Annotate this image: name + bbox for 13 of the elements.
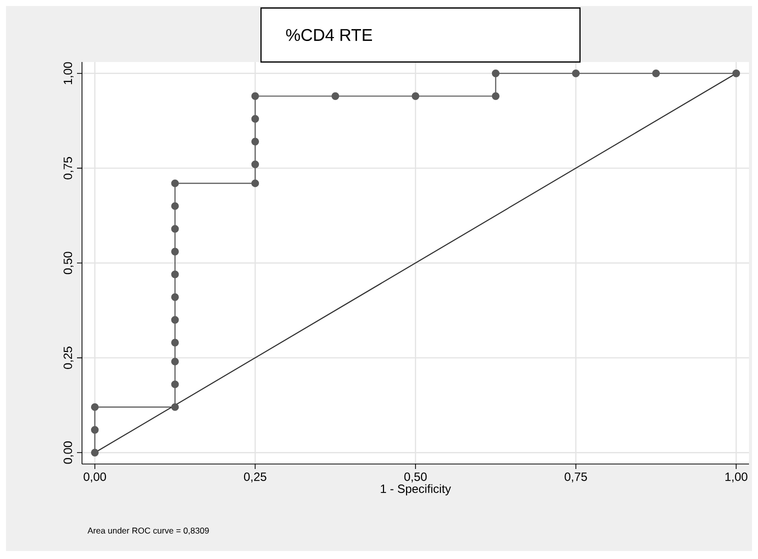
x-tick-label: 0,25 — [244, 472, 266, 482]
chart-title: %CD4 RTE — [286, 28, 372, 41]
x-axis-title: 1 - Specificity — [380, 484, 452, 496]
y-tick-label: 0,75 — [64, 157, 74, 180]
y-tick-label: 0,25 — [64, 346, 74, 369]
x-tick-label: 0,75 — [564, 472, 587, 482]
y-tick-label: 0,50 — [64, 252, 74, 274]
y-tick-label: 1,00 — [64, 62, 74, 84]
y-tick-label: 0,00 — [64, 441, 74, 464]
x-tick-label: 0,00 — [84, 472, 106, 482]
x-tick-label: 1,00 — [725, 472, 748, 482]
x-tick-label: 0,50 — [404, 472, 427, 482]
text: Area under ROC curve = 0,8309 — [88, 527, 209, 535]
